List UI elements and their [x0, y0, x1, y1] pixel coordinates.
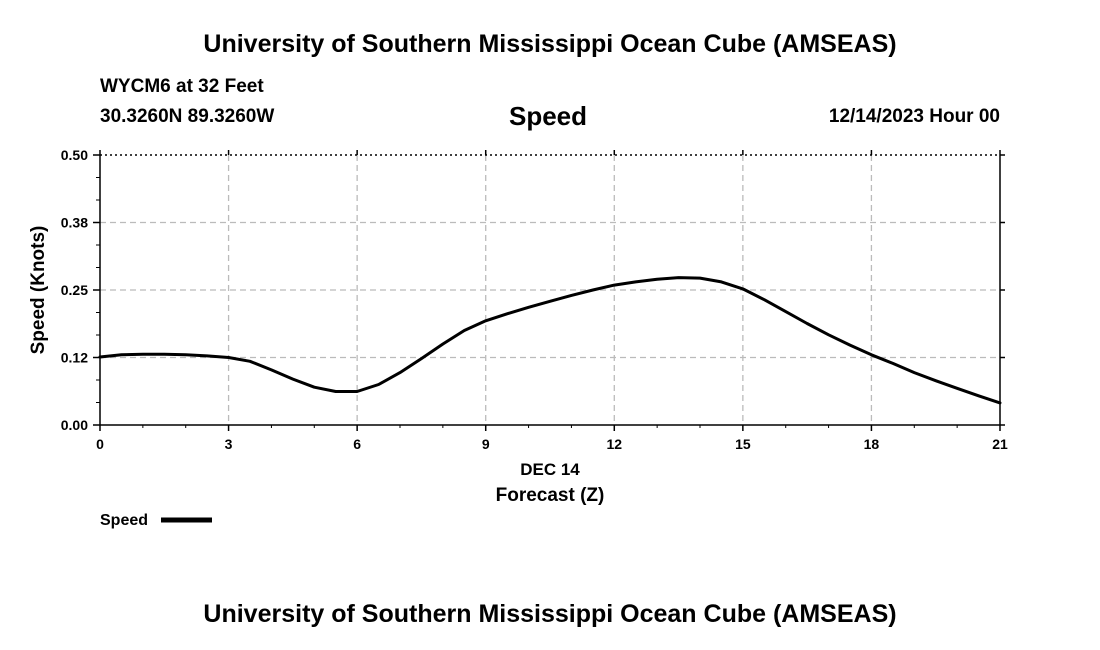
y-tick-label: 0.50 — [61, 147, 88, 163]
y-tick-label: 0.38 — [61, 215, 88, 231]
x-tick-label: 6 — [353, 436, 361, 452]
x-tick-label: 0 — [96, 436, 104, 452]
chart-title: Speed — [509, 101, 588, 131]
ticks: 0 3 6 9 12 15 18 21 0.00 0.12 0.25 0.38 0.50 — [61, 147, 1008, 452]
y-tick-label: 0.12 — [61, 350, 88, 366]
forecast-datetime: 12/14/2023 Hour 00 — [828, 106, 1000, 127]
coordinates-label: 30.3260N 89.3260W — [100, 106, 275, 127]
station-label: WYCM6 at 32 Feet — [100, 76, 264, 97]
x-axis-date-label: DEC 14 — [520, 460, 580, 479]
x-tick-label: 21 — [992, 436, 1008, 452]
x-tick-label: 15 — [735, 436, 751, 452]
legend-label: Speed — [100, 512, 148, 529]
speed-series-line — [98, 276, 1002, 405]
y-tick-label: 0.25 — [61, 282, 88, 298]
y-axis-label: Speed (Knots) — [28, 226, 49, 355]
x-tick-label: 12 — [606, 436, 622, 452]
series — [98, 276, 1002, 405]
x-tick-label: 18 — [864, 436, 880, 452]
x-tick-label: 3 — [225, 436, 233, 452]
grid — [100, 155, 1000, 425]
x-axis-label: Forecast (Z) — [496, 485, 605, 506]
y-tick-label: 0.00 — [61, 417, 88, 433]
x-tick-label: 9 — [482, 436, 490, 452]
footer-title: University of Southern Mississippi Ocean… — [203, 600, 897, 628]
page-title: University of Southern Mississippi Ocean… — [203, 30, 897, 58]
